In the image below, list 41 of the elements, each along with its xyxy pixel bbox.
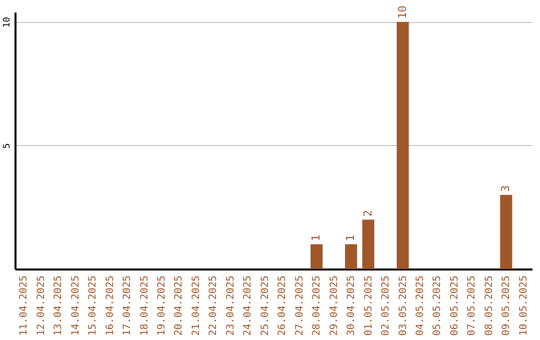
x-tick-label: 14.04.2025 [70,276,82,336]
bar [396,22,409,269]
y-tick-label: 5 [2,143,12,149]
x-tick-label: 24.04.2025 [242,276,254,336]
bar [345,244,358,269]
bar [500,194,512,269]
bar [362,220,374,269]
x-tick-label: 07.05.2025 [466,276,478,336]
data-label: 2 [361,210,374,217]
x-tick-label: 30.04.2025 [346,276,358,336]
x-tick-label: 09.05.2025 [501,276,512,336]
x-tick-label: 01.05.2025 [363,276,374,336]
x-tick-label: 05.05.2025 [432,276,444,336]
x-tick-label: 17.04.2025 [122,276,134,336]
x-tick-label: 12.04.2025 [36,276,47,336]
x-tick-label: 04.05.2025 [414,276,426,336]
x-tick-label: 28.04.2025 [312,276,323,336]
x-tick-label: 20.04.2025 [174,276,185,336]
data-label: 1 [310,234,323,242]
x-tick-label: 29.04.2025 [328,276,340,336]
data-label: 1 [344,234,358,242]
x-tick-label: 18.04.2025 [139,276,150,336]
x-tick-label: 03.05.2025 [398,276,409,336]
x-tick-label: 21.04.2025 [190,276,202,336]
x-tick-label: 26.04.2025 [277,276,288,336]
x-tick-label: 15.04.2025 [88,276,99,336]
x-tick-label: 23.04.2025 [225,276,236,336]
x-tick-label: 11.04.2025 [18,276,30,336]
x-tick-label: 27.04.2025 [294,276,306,336]
x-tick-label: 16.04.2025 [104,276,116,336]
x-tick-label: 08.05.2025 [484,276,495,336]
data-label: 10 [396,6,409,19]
x-tick-label: 22.04.2025 [208,276,220,336]
x-tick-label: 25.04.2025 [260,276,271,336]
data-label: 3 [499,185,512,192]
x-tick-label: 10.05.2025 [518,276,530,336]
x-tick-label: 06.05.2025 [449,276,460,336]
x-tick-label: 02.05.2025 [380,276,392,336]
x-tick-label: 13.04.2025 [53,276,64,336]
x-tick-label: 19.04.2025 [156,276,168,336]
bar [310,244,323,269]
